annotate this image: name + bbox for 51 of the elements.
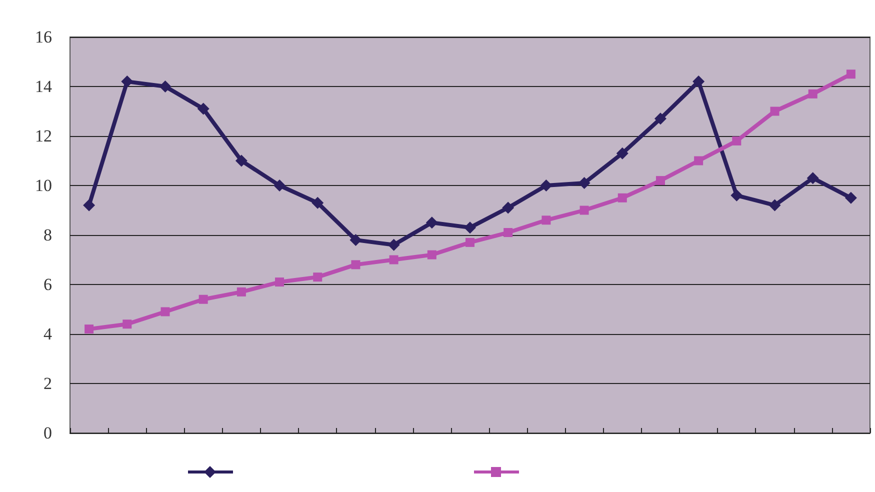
point <box>235 154 248 167</box>
point <box>350 234 362 246</box>
point <box>540 180 552 192</box>
y-tick-label: 16 <box>35 28 52 46</box>
point <box>313 272 322 282</box>
point <box>388 238 400 251</box>
point <box>312 196 324 209</box>
point <box>844 192 857 204</box>
point <box>426 216 438 229</box>
point <box>768 199 781 212</box>
point <box>236 287 246 296</box>
point <box>427 250 436 260</box>
point <box>542 216 551 225</box>
point <box>159 80 172 92</box>
point <box>464 222 476 234</box>
point <box>580 206 589 215</box>
y-tick-label: 12 <box>35 126 52 146</box>
point <box>656 176 665 186</box>
y-tick-label: 2 <box>44 374 52 393</box>
y-tick-label: 4 <box>44 324 52 344</box>
point <box>730 189 743 202</box>
point <box>654 112 666 125</box>
point <box>160 307 170 316</box>
point <box>694 156 704 166</box>
point <box>618 193 627 202</box>
point <box>275 278 284 287</box>
point <box>578 177 590 190</box>
point <box>122 320 132 329</box>
y-tick-label: 8 <box>44 226 52 244</box>
point <box>806 172 819 184</box>
point <box>692 76 705 88</box>
point <box>770 106 780 116</box>
y-tick-label: 14 <box>35 77 52 96</box>
point <box>84 324 94 334</box>
point <box>83 199 96 212</box>
y-tick-label: 10 <box>35 176 52 195</box>
point <box>808 89 818 98</box>
point <box>197 102 210 115</box>
point <box>732 136 742 146</box>
point <box>502 202 514 214</box>
point <box>846 70 856 79</box>
point <box>389 255 398 264</box>
y-tick-label: 0 <box>44 424 52 442</box>
point <box>274 180 286 192</box>
point <box>198 294 208 304</box>
point <box>504 228 513 238</box>
point <box>121 76 134 88</box>
y-tick-label: 6 <box>44 275 52 294</box>
point <box>351 260 360 270</box>
point <box>466 238 474 247</box>
point <box>616 147 628 160</box>
